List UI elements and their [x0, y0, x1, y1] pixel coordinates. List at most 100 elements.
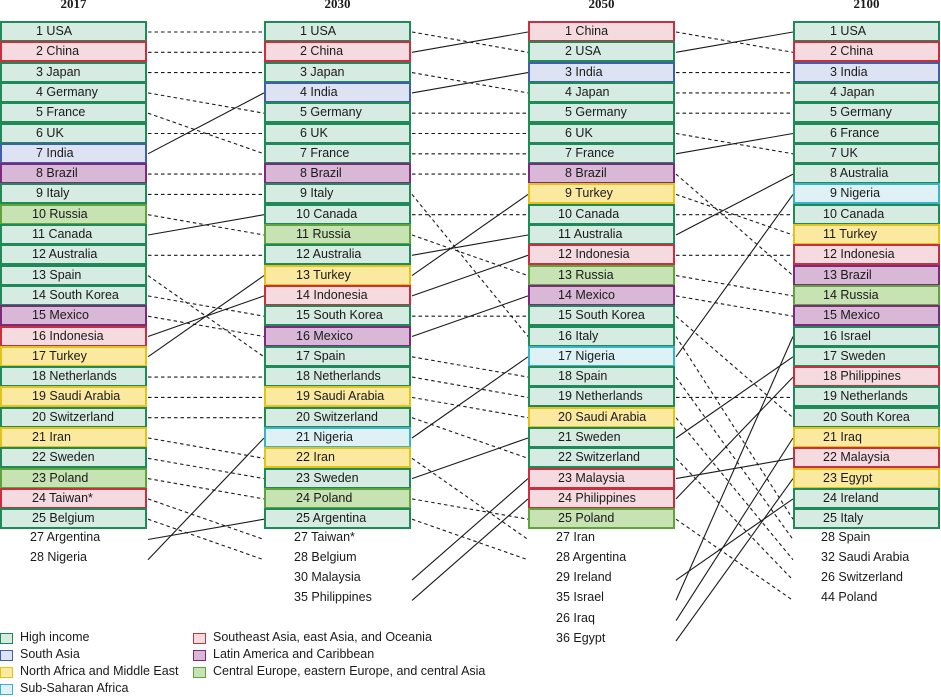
- rank-box-2017-mexico: 15 Mexico: [0, 305, 147, 327]
- connector-switzerland-2030-2050: [411, 417, 529, 459]
- rank-box-2050-usa: 2 USA: [528, 41, 675, 63]
- connector-malaysia-2030-2050: [411, 478, 529, 581]
- legend-swatch: [193, 633, 206, 644]
- rank-outside-2050-argentina: 28 Argentina: [556, 549, 627, 564]
- rank-label: 16 Mexico: [296, 328, 353, 343]
- rank-box-2100-germany: 5 Germany: [793, 102, 940, 124]
- rank-label: 6 UK: [36, 125, 64, 140]
- rank-label: 4 Germany: [36, 84, 98, 99]
- rank-box-2100-france: 6 France: [793, 122, 940, 144]
- connector-argentina-2030-2050: [411, 518, 529, 561]
- connector-india-2030-2050: [411, 72, 529, 94]
- rank-box-2030-spain: 17 Spain: [264, 345, 411, 367]
- rank-outside-2030-taiwan: 27 Taiwan*: [294, 529, 355, 544]
- rank-box-2100-russia: 14 Russia: [793, 284, 940, 306]
- rank-label: 12 Australia: [296, 247, 362, 262]
- rank-box-2017-canada: 11 Canada: [0, 224, 147, 245]
- rank-label: 21 Nigeria: [296, 430, 353, 444]
- rank-label: 23 Malaysia: [558, 470, 625, 485]
- rank-label: 16 Indonesia: [32, 328, 104, 343]
- rank-box-2100-china: 2 China: [793, 41, 940, 63]
- connector-nigeria-2017-2030: [147, 437, 265, 561]
- rank-box-2017-poland: 23 Poland: [0, 467, 147, 489]
- rank-box-2050-italy: 16 Italy: [528, 325, 675, 347]
- connector-sweden-2030-2050: [411, 437, 529, 480]
- rank-box-2050-saudi-arabia: 20 Saudi Arabia: [528, 406, 675, 428]
- connector-spain-2030-2050: [411, 356, 529, 378]
- legend-swatch: [0, 650, 13, 661]
- connector-nigeria-2050-2100: [675, 194, 794, 358]
- rank-box-2017-indonesia: 16 Indonesia: [0, 325, 147, 347]
- rank-label: 18 Netherlands: [296, 369, 381, 384]
- connector-taiwan-2017-2030: [147, 498, 265, 541]
- rank-box-2100-south-korea: 20 South Korea: [793, 406, 940, 428]
- rank-box-2050-poland: 25 Poland: [528, 508, 675, 530]
- rank-label: 22 Sweden: [32, 450, 95, 465]
- rank-label: 2 China: [830, 44, 874, 59]
- rank-box-2100-uk: 7 UK: [793, 142, 940, 164]
- rank-outside-2017-nigeria: 28 Nigeria: [30, 549, 87, 564]
- rank-box-2050-indonesia: 12 Indonesia: [528, 244, 675, 266]
- rank-box-2030-indonesia: 14 Indonesia: [264, 284, 411, 306]
- connector-mexico-2050-2100: [675, 295, 794, 317]
- rank-label: 24 Ireland: [823, 490, 879, 505]
- rank-label: 20 Switzerland: [296, 409, 378, 424]
- rank-label: 14 Mexico: [558, 287, 615, 302]
- rank-box-2050-netherlands: 19 Netherlands: [528, 386, 675, 408]
- rank-label: 25 Poland: [558, 511, 615, 526]
- rank-box-2050-india: 3 India: [528, 61, 675, 83]
- rank-outside-2050-iran: 27 Iran: [556, 529, 595, 544]
- rank-box-2017-india: 7 India: [0, 142, 147, 164]
- rank-label: 3 Japan: [36, 64, 81, 79]
- rank-box-2017-sweden: 22 Sweden: [0, 447, 147, 469]
- rank-box-2050-australia: 11 Australia: [528, 224, 675, 245]
- rank-box-2050-nigeria: 17 Nigeria: [528, 345, 675, 367]
- connector-poland-2030-2050: [411, 498, 529, 520]
- rank-label: 9 Italy: [300, 186, 334, 201]
- rank-label: 1 USA: [830, 24, 867, 38]
- rank-label: 5 France: [36, 105, 86, 120]
- rank-label: 18 Netherlands: [32, 369, 117, 384]
- connector-nigeria-2030-2050: [411, 356, 529, 439]
- connector-ireland-2050-2100: [675, 498, 794, 581]
- rank-label: 2 USA: [565, 44, 602, 59]
- rank-outside-2050-egypt: 36 Egypt: [556, 631, 606, 645]
- rank-label: 6 UK: [300, 125, 328, 140]
- connector-germany-2017-2030: [147, 92, 265, 114]
- rank-label: 14 South Korea: [32, 287, 119, 302]
- rank-label: 13 Turkey: [296, 267, 351, 282]
- rank-box-2030-switzerland: 20 Switzerland: [264, 406, 411, 428]
- rank-box-2050-japan: 4 Japan: [528, 81, 675, 103]
- connector-sweden-2050-2100: [675, 356, 794, 439]
- rank-outside-2017-argentina: 27 Argentina: [30, 529, 101, 544]
- connector-usa-2050-2100: [675, 31, 794, 53]
- rank-box-2100-indonesia: 12 Indonesia: [793, 244, 940, 266]
- rank-label: 22 Malaysia: [823, 450, 890, 465]
- rank-box-2030-germany: 5 Germany: [264, 102, 411, 124]
- rank-outside-2100-poland: 44 Poland: [821, 590, 878, 605]
- rank-label: 1 USA: [36, 24, 73, 38]
- rank-label: 5 Germany: [300, 105, 362, 120]
- rank-box-2017-turkey: 17 Turkey: [0, 345, 147, 367]
- rank-box-2100-nigeria: 9 Nigeria: [793, 183, 940, 205]
- rank-box-2030-italy: 9 Italy: [264, 183, 411, 205]
- rank-label: 8 Australia: [830, 166, 889, 181]
- rank-label: 16 Italy: [558, 328, 599, 343]
- legend-label: South Asia: [20, 647, 80, 661]
- rank-label: 13 Russia: [558, 267, 614, 282]
- rank-label: 2 China: [300, 44, 344, 59]
- legend-swatch: [0, 667, 13, 678]
- rank-box-2050-russia: 13 Russia: [528, 264, 675, 286]
- rank-label: 17 Sweden: [823, 348, 886, 363]
- rank-box-2017-spain: 13 Spain: [0, 264, 147, 286]
- connector-france-2017-2030: [147, 112, 265, 155]
- rank-label: 17 Turkey: [32, 348, 87, 363]
- rank-box-2100-usa: 1 USA: [793, 21, 940, 42]
- rank-label: 15 South Korea: [558, 308, 645, 323]
- connector-philippines-2050-2100: [675, 376, 794, 500]
- connector-indonesia-2030-2050: [411, 254, 529, 297]
- rank-box-2030-usa: 1 USA: [264, 21, 411, 42]
- rank-label: 19 Netherlands: [823, 389, 908, 404]
- rank-outside-2100-spain: 28 Spain: [821, 529, 871, 544]
- rank-label: 19 Saudi Arabia: [296, 389, 385, 404]
